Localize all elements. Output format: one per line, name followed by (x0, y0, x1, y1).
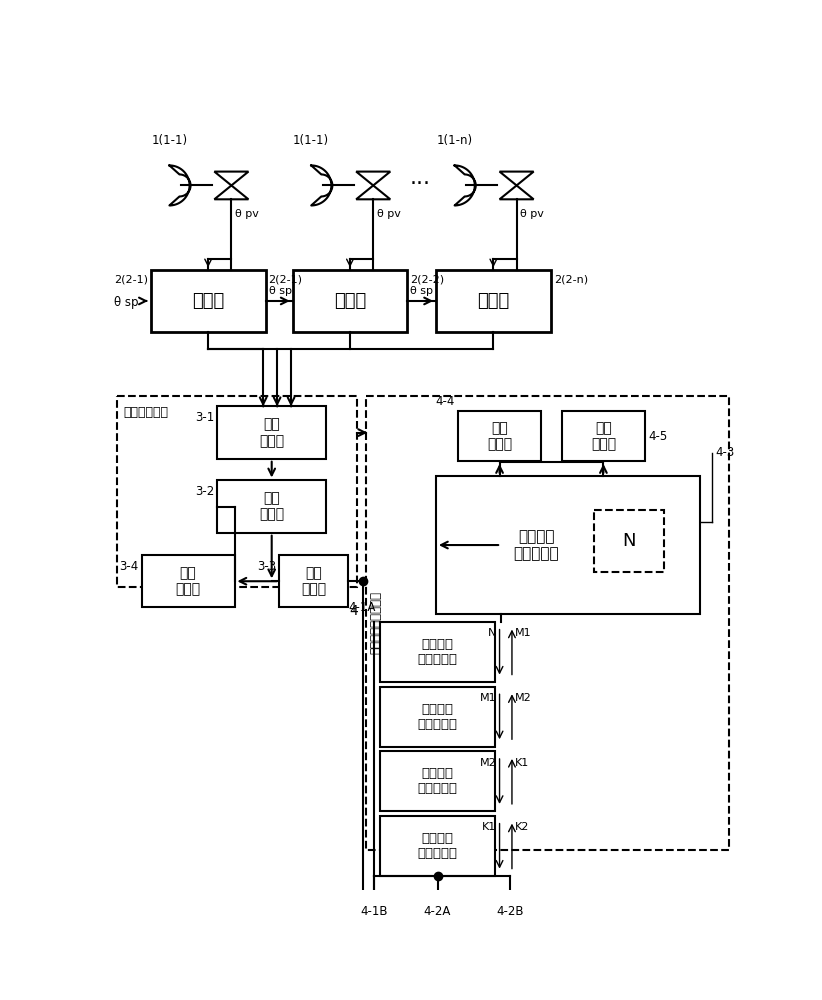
Bar (594, 510, 664, 572)
Text: K1: K1 (483, 822, 496, 832)
Text: 3-2: 3-2 (195, 485, 215, 498)
Text: N: N (488, 628, 496, 638)
Bar (436, 476, 700, 614)
Text: 4-4: 4-4 (435, 395, 455, 408)
Text: M2: M2 (515, 693, 532, 703)
Text: 4-3: 4-3 (715, 446, 734, 459)
Text: 4-1B: 4-1B (360, 905, 388, 918)
Text: 定位器: 定位器 (192, 292, 224, 310)
Bar (150, 270, 266, 332)
Bar (141, 555, 234, 607)
Text: θ pv: θ pv (235, 209, 259, 219)
Text: K1: K1 (515, 758, 529, 768)
Text: 2(2-n): 2(2-n) (554, 275, 588, 285)
Text: 1(1-n): 1(1-n) (436, 134, 473, 147)
Text: 4-2B: 4-2B (496, 905, 524, 918)
Bar (381, 816, 495, 876)
Bar (381, 751, 495, 811)
Text: 信息
提示部: 信息 提示部 (591, 421, 616, 451)
Text: 2(2-1): 2(2-1) (113, 275, 148, 285)
Text: 4-2A: 4-2A (424, 905, 451, 918)
Bar (381, 687, 495, 747)
Text: 3-1: 3-1 (195, 411, 215, 424)
Bar (218, 406, 326, 459)
Text: 结果
提示部: 结果 提示部 (487, 421, 512, 451)
Bar (279, 555, 348, 607)
Text: 第二简易
判别执行部: 第二简易 判别执行部 (418, 703, 458, 731)
Text: θ pv: θ pv (377, 209, 401, 219)
Text: 数据
存储部: 数据 存储部 (259, 491, 284, 522)
Bar (367, 396, 729, 850)
Text: 信息
处理部: 信息 处理部 (301, 566, 326, 596)
Text: 信息
提示部: 信息 提示部 (175, 566, 201, 596)
Text: 设备管理系统: 设备管理系统 (123, 406, 168, 419)
Text: θ sp: θ sp (114, 296, 139, 309)
Text: 第一精密
判别执行部: 第一精密 判别执行部 (418, 767, 458, 795)
Text: 4: 4 (349, 604, 358, 618)
Text: 定位器: 定位器 (478, 292, 510, 310)
Bar (436, 270, 551, 332)
Text: 1(1-1): 1(1-1) (151, 134, 187, 147)
Text: 第二精密
判别执行部: 第二精密 判别执行部 (418, 832, 458, 860)
Text: θ sp: θ sp (269, 286, 292, 296)
Text: 2(2-1): 2(2-1) (269, 275, 302, 285)
Text: θ sp: θ sp (410, 286, 433, 296)
Text: 3-3: 3-3 (257, 560, 276, 573)
Text: 1(1-1): 1(1-1) (293, 134, 330, 147)
Text: 第一简易
判别执行部: 第一简易 判别执行部 (418, 638, 458, 666)
Text: 数据
收集部: 数据 收集部 (259, 418, 284, 448)
Bar (293, 270, 408, 332)
Text: K2: K2 (515, 822, 529, 832)
Bar (458, 411, 542, 461)
Text: M2: M2 (480, 758, 496, 768)
Text: M1: M1 (515, 628, 532, 638)
Bar (218, 480, 326, 533)
Text: 3-4: 3-4 (119, 560, 138, 573)
Text: M1: M1 (480, 693, 496, 703)
Text: 2(2-2): 2(2-2) (410, 275, 445, 285)
Text: 保养对象
确定处理部: 保养对象 确定处理部 (513, 529, 559, 561)
Text: θ pv: θ pv (520, 209, 544, 219)
Bar (381, 622, 495, 682)
Text: 定位器: 定位器 (334, 292, 366, 310)
Text: 保养对象阀选择装置: 保养对象阀选择装置 (369, 591, 382, 654)
Text: N: N (622, 532, 635, 550)
Text: 4-1A: 4-1A (349, 601, 376, 614)
Text: 4-5: 4-5 (649, 430, 667, 443)
Text: ...: ... (410, 168, 431, 188)
Bar (561, 411, 645, 461)
Bar (117, 396, 357, 587)
